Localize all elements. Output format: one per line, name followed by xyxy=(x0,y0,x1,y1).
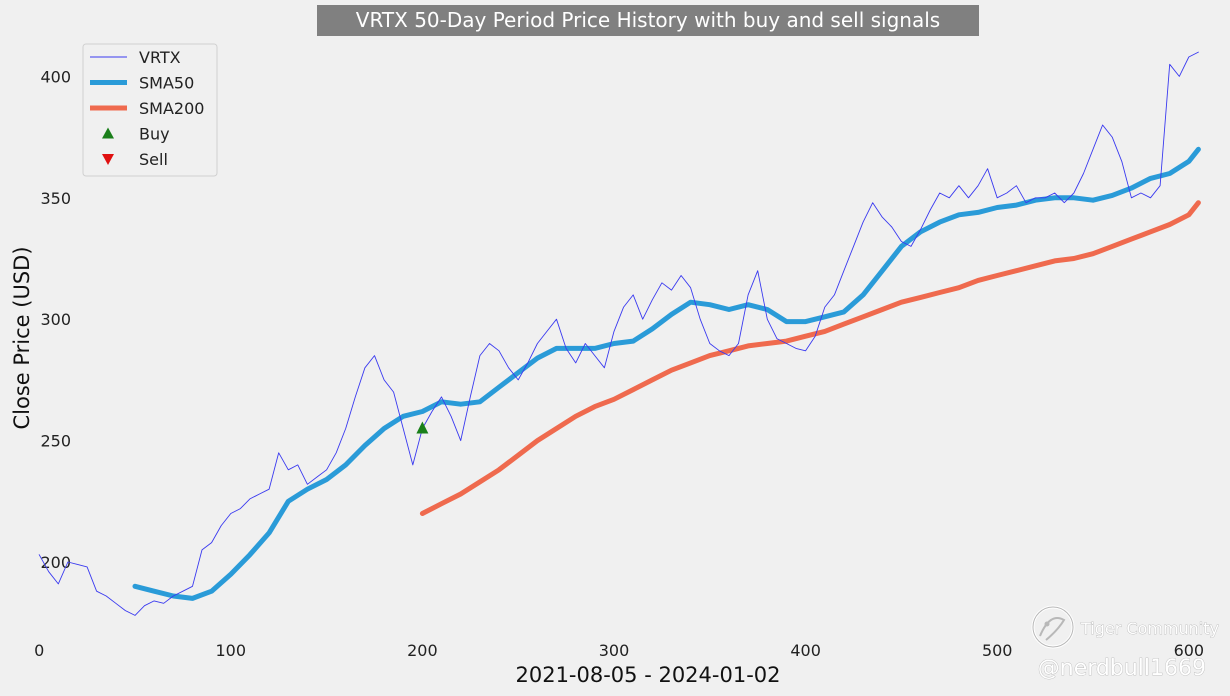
legend-entries: VRTX SMA50 SMA200 Buy Sell xyxy=(90,48,204,169)
x-tick-label: 600 xyxy=(1174,641,1205,660)
legend-marker-sell xyxy=(102,154,114,165)
legend-marker-buy xyxy=(102,127,114,139)
y-tick-label: 350 xyxy=(40,189,71,208)
x-ticks: 0 100 200 300 400 500 600 xyxy=(34,641,1204,660)
chart-title: VRTX 50-Day Period Price History with bu… xyxy=(356,8,940,32)
signal-marker-buy xyxy=(416,421,429,434)
y-tick-label: 400 xyxy=(40,67,71,86)
watermark: Tiger Community @nerdbull1669 xyxy=(1031,605,1219,681)
legend-label-sell: Sell xyxy=(139,150,168,169)
x-tick-label: 300 xyxy=(599,641,630,660)
legend-label-vrtx: VRTX xyxy=(139,48,181,67)
legend: VRTX SMA50 SMA200 Buy Sell xyxy=(82,43,218,177)
y-ticks: 200 250 300 350 400 xyxy=(40,67,71,572)
watermark-brand: Tiger Community xyxy=(1080,619,1219,638)
series-line-vrtx xyxy=(38,51,1199,616)
legend-label-sma200: SMA200 xyxy=(139,99,204,118)
x-tick-label: 400 xyxy=(790,641,821,660)
watermark-handle: @nerdbull1669 xyxy=(1038,656,1206,681)
x-tick-label: 100 xyxy=(216,641,247,660)
y-axis-label: Close Price (USD) xyxy=(10,246,34,429)
x-tick-label: 500 xyxy=(982,641,1013,660)
signal-layer xyxy=(416,421,429,434)
x-tick-label: 200 xyxy=(407,641,438,660)
y-tick-label: 200 xyxy=(40,553,71,572)
x-axis-label: 2021-08-05 - 2024-01-02 xyxy=(515,663,780,687)
legend-label-sma50: SMA50 xyxy=(139,74,194,93)
y-tick-label: 250 xyxy=(40,432,71,451)
tiger-logo-icon xyxy=(1031,605,1075,649)
chart-title-box: VRTX 50-Day Period Price History with bu… xyxy=(317,5,979,36)
series-line-sma50 xyxy=(132,146,1201,601)
series-line-sma200 xyxy=(419,200,1201,516)
legend-label-buy: Buy xyxy=(139,125,170,144)
legend-box xyxy=(82,43,218,177)
series-layer xyxy=(38,51,1201,616)
y-tick-label: 300 xyxy=(40,310,71,329)
chart-title-background xyxy=(317,5,979,36)
x-tick-label: 0 xyxy=(34,641,44,660)
